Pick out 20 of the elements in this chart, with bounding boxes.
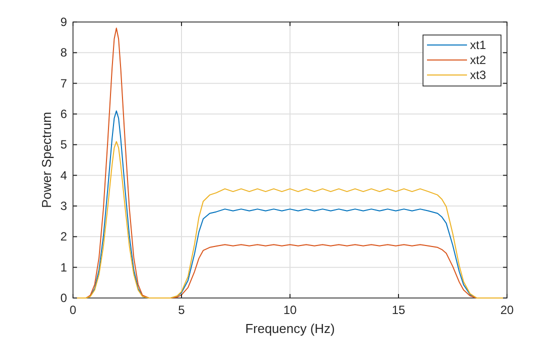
y-axis-title: Power Spectrum — [39, 112, 54, 208]
x-axis-title: Frequency (Hz) — [245, 321, 335, 336]
x-tick-label: 5 — [178, 303, 186, 317]
y-tick-label: 0 — [60, 291, 68, 305]
legend-label: xt3 — [470, 68, 486, 82]
x-tick-label: 20 — [500, 303, 514, 317]
y-tick-label: 2 — [60, 230, 68, 244]
y-tick-label: 3 — [60, 199, 68, 213]
x-tick-label: 10 — [283, 303, 297, 317]
y-tick-label: 5 — [60, 138, 68, 152]
x-tick-label: 15 — [392, 303, 406, 317]
legend-label: xt1 — [470, 38, 486, 52]
legend-label: xt2 — [470, 53, 486, 67]
y-tick-label: 8 — [60, 46, 68, 60]
y-tick-label: 9 — [60, 15, 68, 29]
x-tick-label: 0 — [70, 303, 77, 317]
y-tick-label: 7 — [60, 76, 68, 90]
y-tick-label: 6 — [60, 107, 68, 121]
y-tick-label: 4 — [60, 168, 68, 182]
y-tick-label: 1 — [60, 260, 68, 274]
